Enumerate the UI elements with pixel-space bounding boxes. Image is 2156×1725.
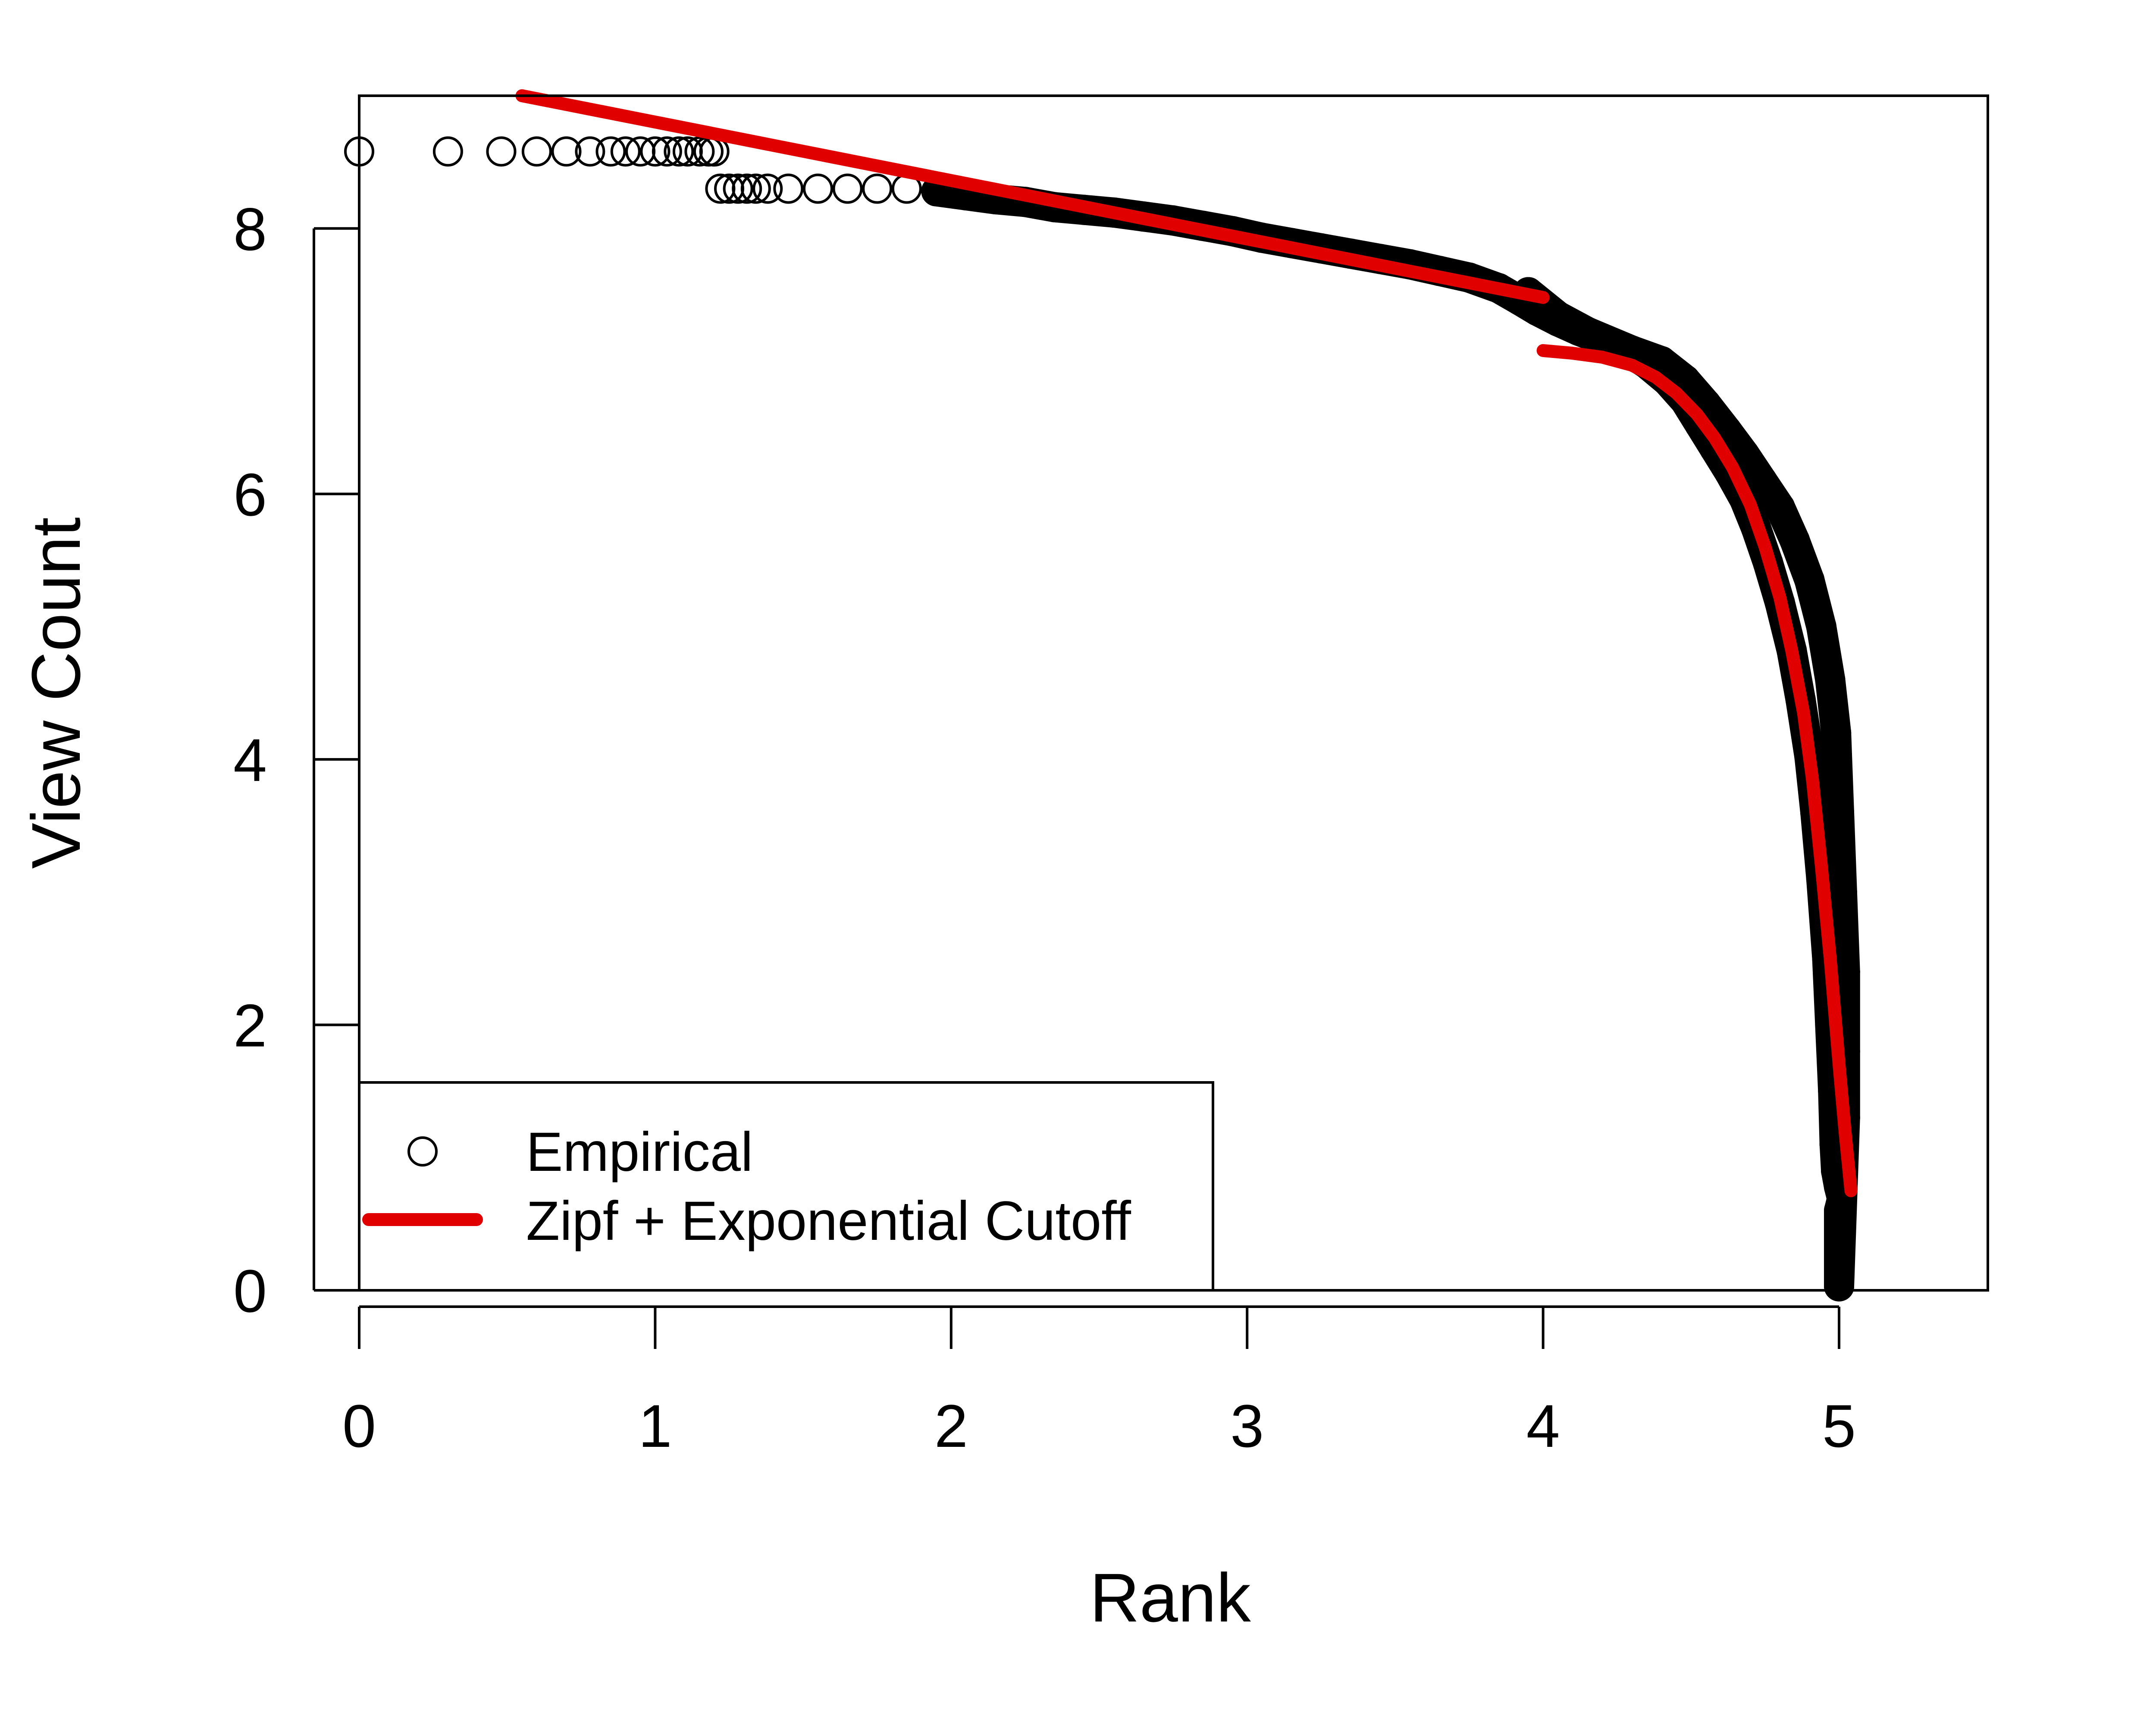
- empirical-point: [664, 136, 694, 167]
- empirical-point: [1572, 317, 1603, 347]
- empirical-point: [1542, 301, 1573, 331]
- empirical-point: [1670, 386, 1701, 416]
- empirical-point: [1824, 1271, 1854, 1302]
- empirical-point: [1794, 565, 1825, 596]
- empirical-point: [575, 136, 605, 167]
- empirical-point: [640, 136, 671, 167]
- legend-fit-label: Zipf + Exponential Cutoff: [526, 1190, 1131, 1252]
- x-axis-title: Rank: [1090, 1559, 1251, 1636]
- x-tick-label: 0: [342, 1392, 376, 1460]
- empirical-point: [432, 136, 463, 167]
- x-tick-label: 2: [934, 1392, 968, 1460]
- empirical-point: [551, 136, 582, 167]
- empirical-point: [802, 173, 833, 204]
- x-axis: 0 1 2 3 4 5: [342, 1305, 1856, 1460]
- empirical-point: [862, 173, 893, 204]
- x-tick-label: 3: [1230, 1392, 1264, 1460]
- x-tick-label: 4: [1526, 1392, 1560, 1460]
- y-axis: 0 2 4 6 8: [233, 195, 359, 1325]
- x-tick-label: 1: [638, 1392, 672, 1460]
- empirical-point: [1806, 612, 1836, 642]
- fit-line-segment: [515, 89, 1550, 304]
- empirical-point: [521, 136, 552, 167]
- empirical-point: [832, 173, 863, 204]
- empirical-point: [752, 173, 783, 204]
- empirical-point: [652, 136, 682, 167]
- fit-line-segment: [1536, 344, 1858, 1198]
- empirical-point: [684, 136, 715, 167]
- empirical-point: [1824, 1235, 1854, 1266]
- empirical-point: [1815, 665, 1846, 695]
- plot-area: [358, 94, 1989, 1292]
- legend-empirical-marker: [407, 1136, 438, 1167]
- empirical-point: [1824, 1195, 1854, 1226]
- y-tick-label: 4: [233, 726, 267, 794]
- legend: Empirical Zipf + Exponential Cutoff: [358, 1081, 1214, 1292]
- empirical-point: [1747, 465, 1777, 496]
- empirical-point: [486, 136, 517, 167]
- empirical-point: [610, 136, 641, 167]
- fit-line: [515, 89, 1858, 1198]
- empirical-point: [773, 173, 804, 204]
- legend-box: [358, 1081, 1214, 1292]
- empirical-point: [595, 136, 626, 167]
- y-tick-label: 6: [233, 461, 267, 528]
- y-tick-label: 8: [233, 195, 267, 263]
- empirical-point: [723, 173, 753, 204]
- empirical-point: [1780, 525, 1810, 556]
- y-tick-label: 2: [233, 991, 267, 1059]
- empirical-point: [1764, 492, 1795, 523]
- empirical-point: [1824, 797, 1854, 828]
- empirical-point: [1824, 1211, 1854, 1242]
- empirical-point: [732, 173, 762, 204]
- empirical-point: [740, 173, 771, 204]
- x-tick-label: 5: [1822, 1392, 1856, 1460]
- y-tick-label: 0: [233, 1257, 267, 1325]
- y-axis-title: View Count: [17, 517, 94, 869]
- legend-empirical-label: Empirical: [526, 1121, 753, 1183]
- empirical-point: [1821, 718, 1852, 748]
